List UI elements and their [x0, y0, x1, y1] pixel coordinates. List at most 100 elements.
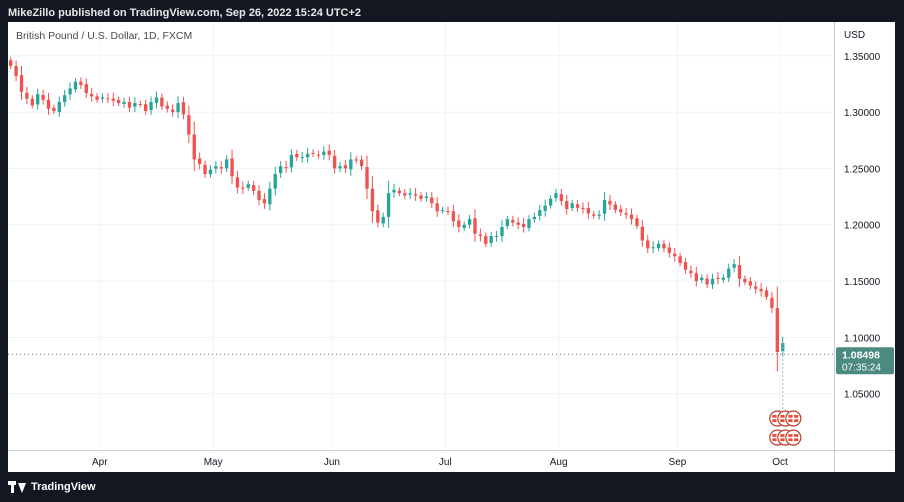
candle[interactable] [273, 166, 277, 196]
candle[interactable] [451, 204, 456, 228]
candle[interactable] [197, 152, 202, 170]
candle[interactable] [327, 144, 331, 161]
candle[interactable] [521, 217, 526, 233]
candle[interactable] [559, 188, 564, 206]
candle[interactable] [208, 165, 213, 178]
flag-event-icon[interactable] [785, 410, 802, 427]
candle[interactable] [46, 92, 51, 115]
candle[interactable] [376, 204, 380, 228]
candle[interactable] [700, 274, 704, 284]
candle[interactable] [57, 96, 61, 117]
candle[interactable] [138, 100, 142, 108]
candle[interactable] [262, 192, 267, 209]
candle[interactable] [500, 220, 504, 243]
candle[interactable] [489, 231, 493, 247]
candle[interactable] [116, 96, 121, 107]
candle[interactable] [619, 204, 623, 217]
candle[interactable] [100, 93, 105, 103]
candle[interactable] [408, 188, 412, 200]
candle[interactable] [759, 282, 763, 297]
candle[interactable] [532, 212, 537, 223]
candle[interactable] [781, 336, 785, 357]
candle[interactable] [79, 77, 83, 89]
candle[interactable] [467, 214, 472, 229]
candle[interactable] [581, 202, 585, 214]
candle[interactable] [613, 201, 618, 214]
candle[interactable] [289, 149, 294, 173]
candle[interactable] [516, 217, 520, 230]
candle[interactable] [154, 91, 159, 109]
candle[interactable] [505, 215, 510, 230]
candle[interactable] [397, 187, 402, 197]
candle[interactable] [187, 105, 191, 144]
candle[interactable] [354, 156, 358, 164]
candle[interactable] [381, 212, 385, 228]
candle[interactable] [430, 192, 434, 208]
candle[interactable] [295, 149, 299, 162]
candle[interactable] [311, 149, 315, 157]
candle[interactable] [635, 214, 639, 229]
candle[interactable] [403, 188, 407, 200]
candle[interactable] [494, 230, 499, 242]
candle[interactable] [462, 221, 466, 231]
candle[interactable] [63, 90, 67, 107]
candle[interactable] [68, 82, 72, 100]
candle[interactable] [554, 188, 558, 202]
candle[interactable] [278, 160, 283, 178]
candle[interactable] [25, 86, 29, 105]
candle[interactable] [721, 274, 726, 283]
candle[interactable] [203, 160, 207, 178]
chart-area[interactable]: British Pound / U.S. Dollar, 1D, FXCM US… [8, 22, 895, 472]
candle[interactable] [219, 160, 223, 174]
candle[interactable] [192, 121, 196, 172]
candle[interactable] [624, 208, 628, 220]
candle[interactable] [176, 96, 180, 119]
candle[interactable] [235, 170, 240, 194]
candle[interactable] [656, 240, 661, 252]
candle[interactable] [651, 241, 655, 253]
candle[interactable] [565, 194, 569, 215]
candle[interactable] [754, 281, 758, 294]
candle[interactable] [435, 197, 439, 217]
economic-event-markers[interactable] [769, 410, 802, 446]
candle[interactable] [9, 56, 13, 69]
candle[interactable] [52, 104, 56, 115]
candle[interactable] [770, 292, 774, 314]
candle[interactable] [257, 185, 261, 206]
candle[interactable] [165, 101, 169, 113]
candle[interactable] [241, 181, 245, 195]
candle[interactable] [424, 192, 429, 202]
candle[interactable] [30, 95, 34, 109]
candle[interactable] [602, 191, 607, 221]
candle[interactable] [683, 257, 688, 274]
candle[interactable] [775, 286, 779, 372]
candle[interactable] [737, 256, 742, 287]
candle[interactable] [230, 149, 234, 185]
candle[interactable] [705, 274, 709, 289]
candle[interactable] [586, 201, 591, 219]
candle[interactable] [662, 239, 666, 253]
candle[interactable] [727, 263, 731, 283]
candle[interactable] [527, 215, 531, 232]
candle[interactable] [316, 150, 321, 159]
candle[interactable] [592, 210, 596, 219]
candle[interactable] [710, 273, 715, 290]
candle[interactable] [484, 232, 488, 248]
candle[interactable] [84, 78, 88, 99]
candle[interactable] [322, 146, 326, 160]
candle[interactable] [413, 188, 418, 201]
candle[interactable] [673, 247, 677, 262]
candle[interactable] [440, 206, 445, 214]
candle[interactable] [365, 155, 369, 200]
candle[interactable] [392, 183, 396, 198]
candle[interactable] [122, 97, 126, 108]
candle[interactable] [284, 160, 288, 173]
candle[interactable] [160, 93, 164, 111]
candle[interactable] [133, 97, 137, 113]
candle[interactable] [689, 265, 693, 278]
candle[interactable] [732, 258, 736, 273]
candle[interactable] [349, 152, 353, 176]
candle[interactable] [473, 209, 477, 242]
candle[interactable] [716, 271, 720, 285]
candle[interactable] [246, 180, 250, 191]
